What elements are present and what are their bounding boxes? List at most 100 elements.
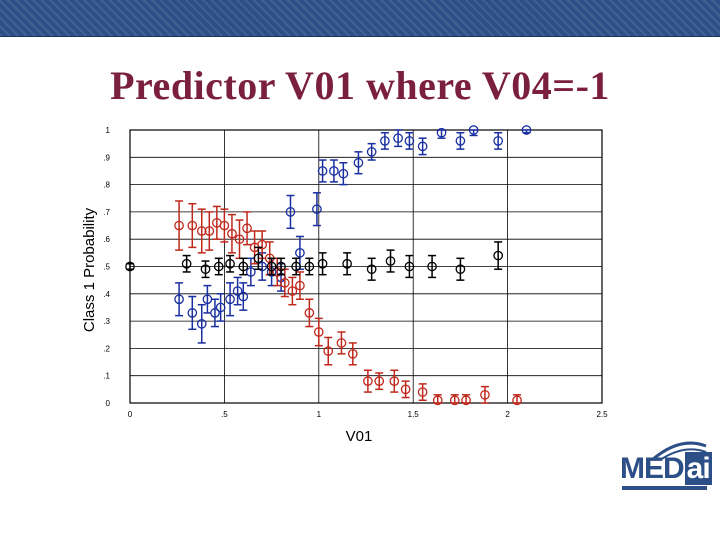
x-tick-label: 2 <box>505 410 510 419</box>
data-point <box>125 261 135 272</box>
data-point <box>461 395 471 406</box>
data-point <box>393 133 403 144</box>
data-point <box>225 258 235 269</box>
axes: 0 .1 .2 .3 .4 .5 .6 .7 .8 .9 1 0 .5 1 1.5 2 2.5 <box>103 126 608 419</box>
y-tick-label: 1 <box>106 126 111 135</box>
data-point <box>323 346 334 356</box>
y-axis-label: Class 1 Probability <box>81 207 98 332</box>
data-point <box>238 261 249 272</box>
slide-title: Predictor V01 where V04=-1 <box>110 63 610 108</box>
data-point <box>234 234 245 245</box>
y-tick-label: .9 <box>103 153 110 162</box>
data-point <box>436 127 447 138</box>
data-point <box>455 264 466 275</box>
x-tick-label: 2.5 <box>596 410 608 419</box>
data-point <box>317 166 328 176</box>
data-point <box>380 136 390 146</box>
data-point <box>225 294 235 305</box>
y-tick-label: .3 <box>103 317 110 326</box>
data-point <box>295 248 305 258</box>
data-point <box>295 280 305 291</box>
data-point <box>219 220 230 231</box>
data-point <box>285 207 296 217</box>
data-point <box>404 261 415 272</box>
data-point <box>253 253 264 264</box>
data-point <box>389 376 400 387</box>
y-tick-label: .6 <box>103 235 110 244</box>
y-tick-label: 0 <box>106 399 111 408</box>
data-point <box>174 294 184 305</box>
data-point <box>363 376 373 387</box>
logo-underline <box>622 486 707 490</box>
logo-wordmark: MED ai <box>620 452 712 485</box>
data-point <box>276 261 286 272</box>
data-point <box>304 261 315 272</box>
data-point <box>257 239 268 250</box>
data-point <box>187 220 198 231</box>
data-point <box>417 141 428 152</box>
data-point <box>374 376 385 387</box>
data-point <box>287 286 298 296</box>
y-tick-label: .2 <box>103 344 110 353</box>
data-point <box>468 125 479 135</box>
data-point <box>427 261 437 272</box>
data-point <box>493 136 504 146</box>
data-point <box>400 384 411 395</box>
x-tick-label: 0 <box>128 410 133 419</box>
data-point <box>455 136 466 146</box>
data-point <box>232 286 243 296</box>
data-point <box>417 387 428 397</box>
series-black <box>125 241 504 281</box>
y-tick-label: .7 <box>103 208 110 217</box>
data-point <box>279 278 290 288</box>
data-point <box>196 318 207 329</box>
series-red <box>174 200 522 406</box>
data-point <box>342 258 352 269</box>
data-point <box>366 146 377 157</box>
data-point <box>245 267 256 277</box>
series-group <box>125 125 532 406</box>
data-point <box>196 226 207 236</box>
x-axis-label: V01 <box>346 428 373 445</box>
x-tick-label: .5 <box>221 410 228 419</box>
data-point <box>313 327 324 337</box>
data-point <box>449 395 460 406</box>
data-point <box>227 228 237 239</box>
data-point <box>187 308 198 318</box>
data-point <box>174 220 184 231</box>
data-point <box>385 256 396 266</box>
data-point <box>215 302 226 313</box>
x-tick-label: 1 <box>317 410 322 419</box>
y-tick-label: .5 <box>103 263 110 272</box>
y-tick-label: .4 <box>103 290 110 299</box>
data-point <box>213 261 224 272</box>
data-point <box>329 166 339 176</box>
data-point <box>242 223 252 234</box>
y-tick-label: .8 <box>103 181 110 190</box>
data-point <box>204 226 215 236</box>
data-point <box>312 204 322 215</box>
data-point <box>210 308 220 318</box>
top-decorative-band <box>0 0 720 37</box>
data-point <box>238 291 249 302</box>
data-point <box>181 258 192 269</box>
data-point <box>366 264 377 275</box>
y-tick-label: .1 <box>103 372 110 381</box>
data-point <box>432 395 443 406</box>
data-point <box>512 395 522 406</box>
data-point <box>291 261 301 272</box>
data-point <box>304 308 315 318</box>
data-point <box>521 125 532 135</box>
data-point <box>317 258 328 269</box>
data-point <box>353 157 364 168</box>
data-point <box>200 264 211 275</box>
medai-logo: MED ai <box>610 440 712 496</box>
grid <box>129 129 603 404</box>
data-point <box>266 261 277 272</box>
data-point <box>336 338 347 348</box>
data-point <box>480 389 490 400</box>
x-tick-label: 1.5 <box>408 410 420 419</box>
logo-swoosh-icon <box>651 441 707 462</box>
data-point <box>404 136 415 146</box>
